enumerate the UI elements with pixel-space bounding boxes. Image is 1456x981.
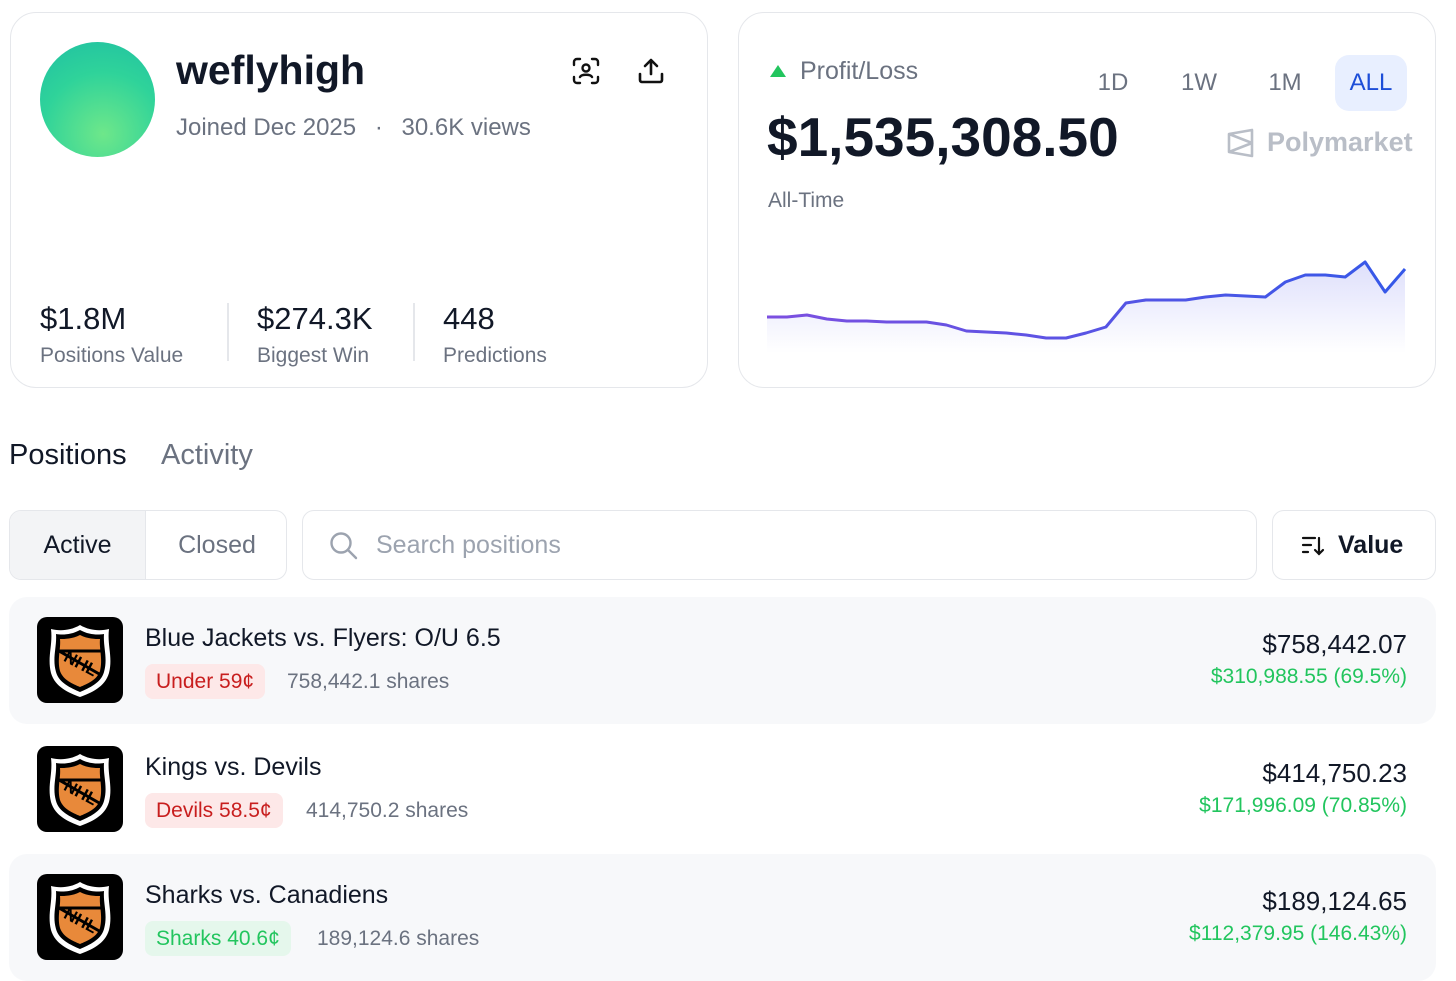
range-button[interactable]: 1M [1268, 69, 1302, 96]
up-triangle [770, 65, 786, 77]
market-title: Blue Jackets vs. Flyers: O/U 6.5 [145, 624, 501, 652]
views: 30.6K views [401, 114, 531, 141]
profile-card: weflyhigh Joined Dec 2025 · 30.6K views … [10, 12, 708, 388]
filter-group: Active Closed [9, 510, 287, 580]
share-button[interactable] [636, 56, 666, 86]
logo-part: NHL [49, 625, 111, 697]
logo-part [58, 892, 102, 944]
scan-button[interactable] [571, 56, 601, 86]
username: weflyhigh [176, 47, 366, 93]
stat-value: 448 [443, 301, 495, 336]
outcome-badge: Sharks 40.6¢ [145, 921, 291, 956]
logo-part [58, 764, 102, 816]
avatar [40, 42, 155, 157]
position-row[interactable]: NHL Sharks vs. Canadiens Sharks 40.6¢ 189,1… [9, 854, 1436, 981]
logo-part [58, 649, 102, 677]
stat-value: $274.3K [257, 301, 373, 336]
market-title: Sharks vs. Canadiens [145, 881, 389, 909]
range-button[interactable]: 1D [1097, 69, 1129, 96]
search-placeholder: Search positions [376, 531, 561, 559]
outcome-badge: Devils 58.5¢ [145, 793, 283, 828]
position-row[interactable]: NHL Kings vs. Devils Devils 58.5¢ 414,750.2… [9, 726, 1436, 853]
logo-part [58, 635, 102, 687]
pnl-amount: $1,535,308.50 [767, 106, 1119, 168]
sort-button[interactable]: Value [1272, 510, 1436, 580]
logo-part [58, 778, 102, 806]
search-box[interactable]: Search positions [302, 510, 1257, 580]
joined-line: Joined Dec 2025 · 30.6K views [176, 114, 531, 142]
pnl-label: Profit/Loss [800, 57, 919, 85]
position-value: $414,750.23 [1262, 758, 1407, 788]
pnl-area [767, 262, 1405, 353]
team-logo: NHL [37, 746, 123, 832]
stat-label: Positions Value [40, 344, 184, 367]
filter-button[interactable]: Active [10, 511, 145, 579]
position-pnl: $112,379.95 (146.43%) [1189, 922, 1407, 945]
filter-button[interactable]: Closed [145, 511, 286, 579]
market-title: Kings vs. Devils [145, 753, 322, 781]
logo-part: NHL [49, 754, 111, 826]
stat-divider [227, 303, 229, 361]
shares: 414,750.2 shares [306, 799, 469, 822]
tab[interactable]: Activity [161, 439, 253, 471]
shares: 758,442.1 shares [287, 670, 450, 693]
polymarket-logo [1227, 128, 1254, 158]
sort-icon [1301, 536, 1325, 556]
logo-part: NHL [49, 882, 111, 954]
stat-divider [413, 303, 415, 361]
position-row[interactable]: NHL Blue Jackets vs. Flyers: O/U 6.5 Under… [9, 597, 1436, 724]
team-logo: NHL [37, 617, 123, 703]
sort-label: Value [1338, 531, 1404, 559]
pnl-period: All-Time [768, 189, 845, 212]
joined: Joined Dec 2025 [176, 114, 357, 141]
separator: · [374, 114, 383, 141]
pnl-line [767, 260, 1407, 340]
tab[interactable]: Positions [9, 439, 127, 471]
search-icon [330, 532, 358, 560]
range-button[interactable]: ALL [1335, 55, 1407, 111]
brand: Polymarket [1267, 127, 1413, 157]
pnl-chart [767, 260, 1407, 353]
stat-label: Predictions [443, 344, 547, 367]
logo-part [58, 906, 102, 934]
position-value: $189,124.65 [1262, 886, 1407, 916]
range-button[interactable]: 1W [1181, 69, 1217, 96]
pnl-card: Profit/Loss $1,535,308.50 All-Time Polym… [738, 12, 1436, 388]
position-pnl: $310,988.55 (69.5%) [1210, 665, 1407, 688]
outcome-badge: Under 59¢ [145, 664, 266, 699]
stat-label: Biggest Win [257, 344, 370, 367]
position-value: $758,442.07 [1262, 629, 1407, 659]
stat-value: $1.8M [40, 301, 127, 336]
team-logo: NHL [37, 874, 123, 960]
position-pnl: $171,996.09 (70.85%) [1199, 794, 1407, 817]
shares: 189,124.6 shares [317, 927, 480, 950]
